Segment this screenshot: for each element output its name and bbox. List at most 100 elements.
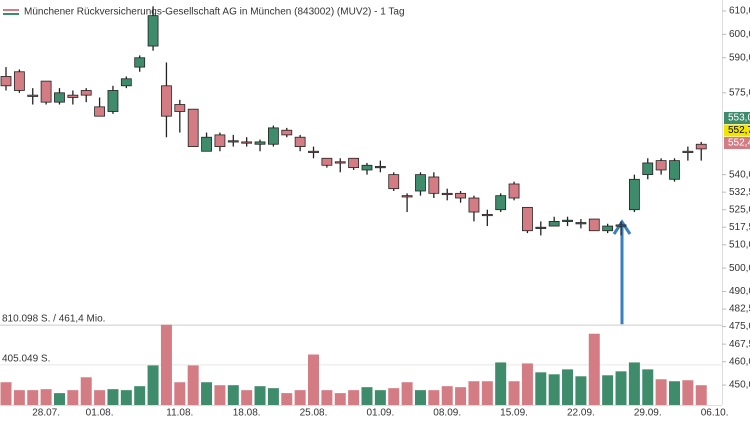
x-tick-label: 25.08. (300, 408, 328, 419)
candle-body (388, 174, 400, 190)
candle-body (334, 161, 346, 164)
volume-bar (281, 393, 293, 405)
candle-body (602, 225, 614, 232)
candle-body (13, 71, 25, 91)
candle-body (107, 90, 119, 112)
price-tag (724, 124, 750, 137)
x-tick-label: 29.09. (634, 408, 662, 419)
candle-body (80, 90, 92, 96)
volume-bar (80, 377, 92, 405)
y-tick-label: 590,0 (729, 52, 750, 63)
y-tick-label: 575,0 (729, 87, 750, 98)
candle-body (281, 129, 293, 136)
candle-body (401, 195, 413, 198)
y-tick-label: 460,0 (729, 356, 750, 367)
y-tick-label: 450,0 (729, 380, 750, 391)
x-tick-label: 28.07. (32, 408, 60, 419)
candle-body (562, 219, 573, 222)
candle-body (441, 192, 453, 196)
x-tick-label: 18.08. (233, 408, 261, 419)
candle-body (615, 224, 627, 227)
volume-bar (107, 389, 119, 405)
volume-bar (120, 390, 132, 405)
volume-tick-label: 405.049 S. (2, 354, 50, 365)
candle-body (455, 192, 466, 199)
volume-bar (40, 389, 52, 405)
volume-bar (481, 381, 493, 405)
annotation-arrow (612, 219, 632, 235)
candle-body (575, 222, 587, 225)
candle-body (94, 106, 105, 117)
y-tick-label: 475,0 (729, 321, 750, 332)
volume-bar (0, 382, 12, 405)
volume-bar (187, 365, 199, 405)
volume-bar (94, 390, 106, 405)
y-tick-label: 532,5 (729, 187, 750, 198)
candle-body (642, 162, 654, 176)
volume-bar (535, 372, 547, 405)
volume-bar (321, 390, 333, 405)
candle-body (588, 218, 600, 232)
candle-body (147, 15, 159, 47)
x-tick-label: 01.08. (86, 408, 114, 419)
candle-body (214, 134, 226, 147)
x-tick-label: 15.09. (500, 408, 528, 419)
volume-bar (441, 386, 453, 405)
candle-body (508, 183, 520, 199)
candle-body (120, 78, 132, 87)
candle-body (187, 108, 199, 147)
volume-tick-label: 810.098 S. / 461,4 Mio. (2, 313, 105, 324)
candle-body (67, 94, 79, 98)
volume-bar (174, 382, 186, 405)
volume-bar (588, 333, 600, 405)
volume-bar (628, 362, 640, 405)
volume-bar (521, 363, 533, 405)
volume-bar (682, 380, 694, 405)
y-tick-label: 490,0 (729, 286, 750, 297)
volume-bar (508, 381, 520, 405)
volume-bar (147, 365, 159, 405)
candle-body (522, 206, 533, 232)
y-tick-label: 482,5 (729, 304, 750, 315)
volume-bar (254, 386, 266, 405)
candle-body (201, 136, 212, 152)
volume-bar (414, 390, 426, 405)
volume-bar (361, 387, 373, 405)
volume-bar (401, 382, 413, 405)
candle-body (241, 141, 253, 144)
candle-body (294, 136, 306, 147)
volume-bar (655, 379, 667, 405)
volume-bar (241, 390, 253, 405)
y-tick-label: 510,0 (729, 239, 750, 250)
volume-bar (214, 385, 226, 405)
x-tick-label: 08.09. (433, 408, 461, 419)
candle-body (0, 76, 12, 87)
volume-bar (615, 371, 627, 405)
x-tick-label: 06.10. (701, 408, 729, 419)
volume-bar (67, 390, 79, 405)
x-tick-label: 11.08. (166, 408, 193, 419)
candle-body (321, 157, 333, 166)
volume-bar (695, 385, 707, 405)
y-tick-label: 467,5 (729, 339, 750, 350)
candle-body (54, 92, 65, 103)
candle-body (548, 220, 560, 227)
volume-bar (468, 381, 480, 405)
y-tick-label: 600,0 (729, 29, 750, 40)
volume-bar (642, 369, 654, 405)
x-tick-label: 22.09. (567, 408, 595, 419)
candle-body (308, 150, 319, 153)
y-tick-label: 540,0 (729, 169, 750, 180)
candle-body (415, 174, 426, 192)
volume-bar (348, 390, 360, 405)
candle-body (481, 213, 493, 217)
candle-body (161, 85, 172, 117)
candle-body (428, 176, 440, 194)
volume-bar (562, 369, 574, 405)
volume-bar (374, 390, 386, 405)
candle-body (27, 94, 39, 97)
candle-body (682, 150, 694, 153)
volume-bar (308, 354, 320, 405)
volume-bar (13, 390, 25, 405)
